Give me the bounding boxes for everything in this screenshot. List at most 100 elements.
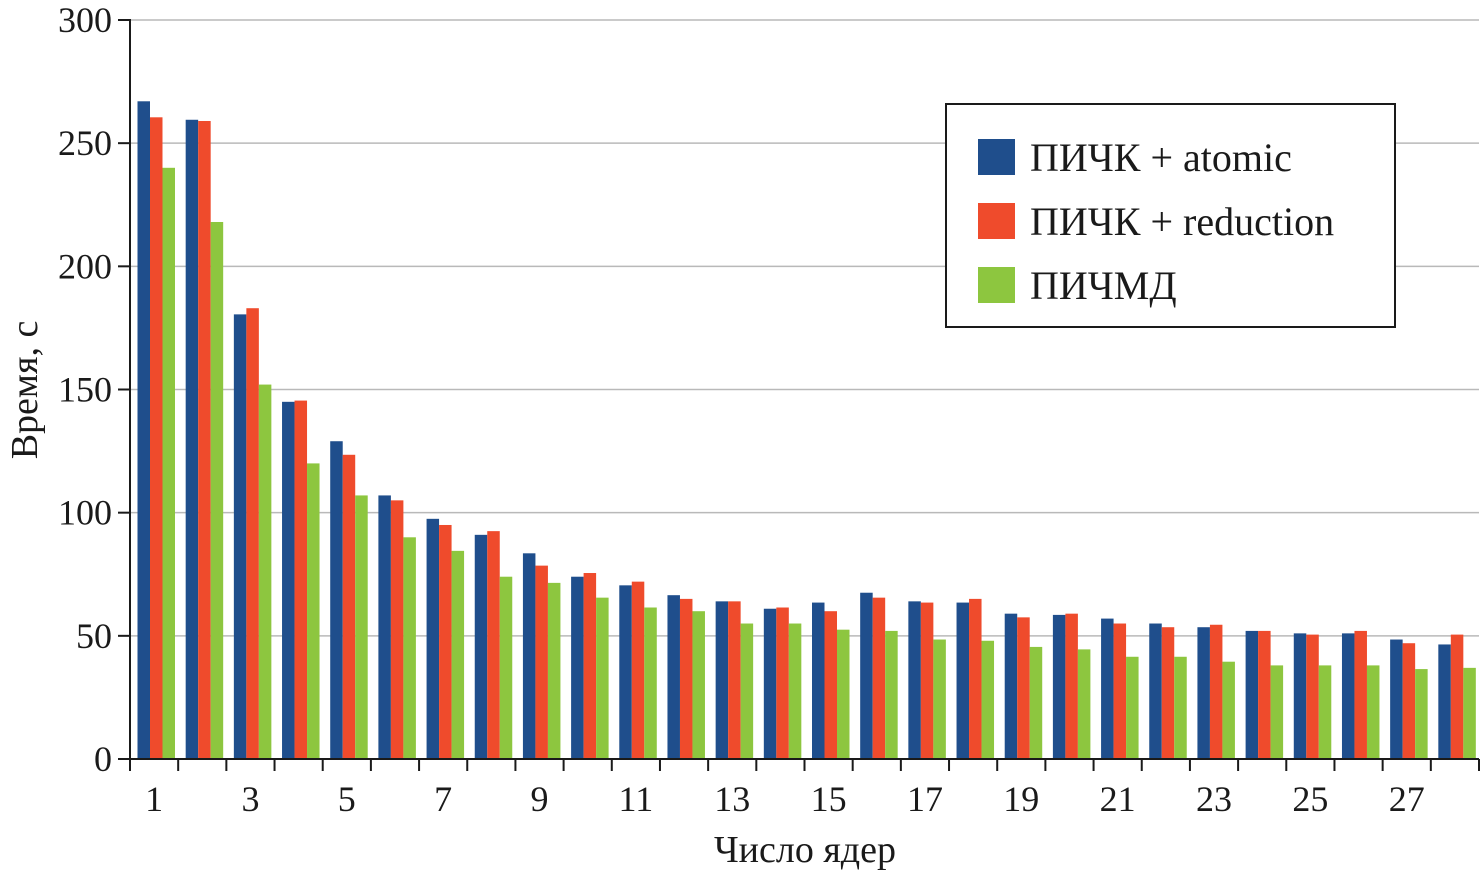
bar: [933, 639, 946, 759]
bar: [1077, 649, 1091, 759]
x-tick-labels: 1 3 5 7 9 11 13 15 17 19 21 23 25 27: [129, 759, 1480, 819]
bar: [342, 454, 356, 759]
bar: [969, 598, 982, 759]
y-tick-label: 50: [76, 616, 112, 656]
bar: [776, 607, 789, 759]
x-tick-label: 19: [1003, 779, 1039, 819]
bar: [908, 601, 921, 759]
x-tick-label: 7: [434, 779, 452, 819]
bar: [956, 602, 970, 759]
legend-swatch: [978, 139, 1015, 175]
bar: [426, 518, 440, 759]
bar: [667, 595, 680, 759]
bar: [499, 576, 513, 759]
bar: [355, 495, 368, 759]
bar: [246, 308, 259, 759]
x-tick-label: 1: [145, 779, 163, 819]
bar: [1149, 623, 1162, 759]
bar: [1101, 618, 1114, 759]
bar: [282, 401, 295, 759]
bar: [596, 597, 609, 759]
x-tick-label: 13: [714, 779, 750, 819]
series-3: [162, 167, 1476, 760]
bar: [198, 120, 211, 760]
legend-label: ПИЧК + reduction: [1030, 199, 1334, 244]
bar: [1318, 665, 1332, 759]
bar: [1415, 669, 1428, 759]
x-tick-label: 11: [619, 779, 654, 819]
bar: [740, 623, 754, 759]
y-tick-label: 250: [58, 123, 112, 163]
bar: [1293, 633, 1307, 759]
bar: [307, 463, 320, 759]
legend-swatch: [978, 267, 1015, 303]
bar: [547, 582, 561, 759]
bar: [1161, 627, 1175, 759]
bar: [185, 119, 199, 759]
bar: [1390, 639, 1403, 759]
bar: [1065, 613, 1078, 759]
bar: [1402, 643, 1416, 759]
bar: [1341, 633, 1355, 759]
bar: [692, 611, 705, 759]
bar: [1174, 656, 1187, 759]
bar: [162, 167, 175, 760]
bar: [1126, 656, 1139, 759]
bar: [1438, 644, 1451, 759]
bar: [210, 221, 224, 759]
y-axis-title: Время, с: [4, 321, 46, 460]
x-tick-label: 25: [1292, 779, 1328, 819]
x-tick-label: 3: [241, 779, 259, 819]
bar: [150, 117, 163, 760]
bar: [1270, 665, 1284, 759]
bar: [872, 597, 886, 759]
y-tick-label: 150: [58, 370, 112, 410]
bar: [535, 565, 548, 759]
x-tick-label: 15: [811, 779, 847, 819]
bar: [1222, 661, 1235, 759]
bar: [233, 314, 247, 759]
y-tick-label: 300: [58, 0, 112, 40]
y-tick-label: 0: [94, 739, 112, 779]
bar: [1366, 665, 1380, 759]
x-axis-title: Число ядер: [714, 829, 896, 871]
bar: [522, 553, 536, 759]
bar: [981, 640, 995, 759]
bar: [378, 495, 391, 759]
bar: [258, 384, 272, 759]
x-tick-label: 23: [1196, 779, 1232, 819]
x-tick-label: 9: [531, 779, 549, 819]
bar: [1258, 630, 1271, 759]
bar: [439, 524, 452, 759]
bar: [1004, 613, 1018, 759]
bar: [1029, 646, 1043, 759]
bar: [837, 629, 850, 759]
legend-label: ПИЧМД: [1030, 263, 1177, 308]
bar: [1113, 623, 1127, 759]
bar: [763, 608, 777, 759]
bar: [885, 630, 898, 759]
x-tick-label: 21: [1100, 779, 1136, 819]
bar: [1197, 627, 1210, 759]
bar: [788, 623, 802, 759]
legend: ПИЧК + atomic ПИЧК + reduction ПИЧМД: [945, 103, 1396, 328]
bar: [1450, 634, 1464, 759]
bar: [1463, 667, 1476, 759]
bar: [487, 531, 500, 759]
bar: [619, 585, 632, 759]
bar: [1017, 617, 1030, 759]
series-1: [137, 101, 1451, 760]
bar: [631, 581, 645, 759]
x-tick-label: 27: [1389, 779, 1425, 819]
bar: [728, 601, 741, 759]
bar: [715, 601, 729, 759]
bar: [583, 573, 597, 759]
bar: [644, 607, 657, 759]
bar: [474, 534, 488, 759]
x-tick-label: 5: [338, 779, 356, 819]
bar: [860, 592, 873, 759]
bar: [451, 550, 465, 759]
bar: [1209, 624, 1223, 759]
